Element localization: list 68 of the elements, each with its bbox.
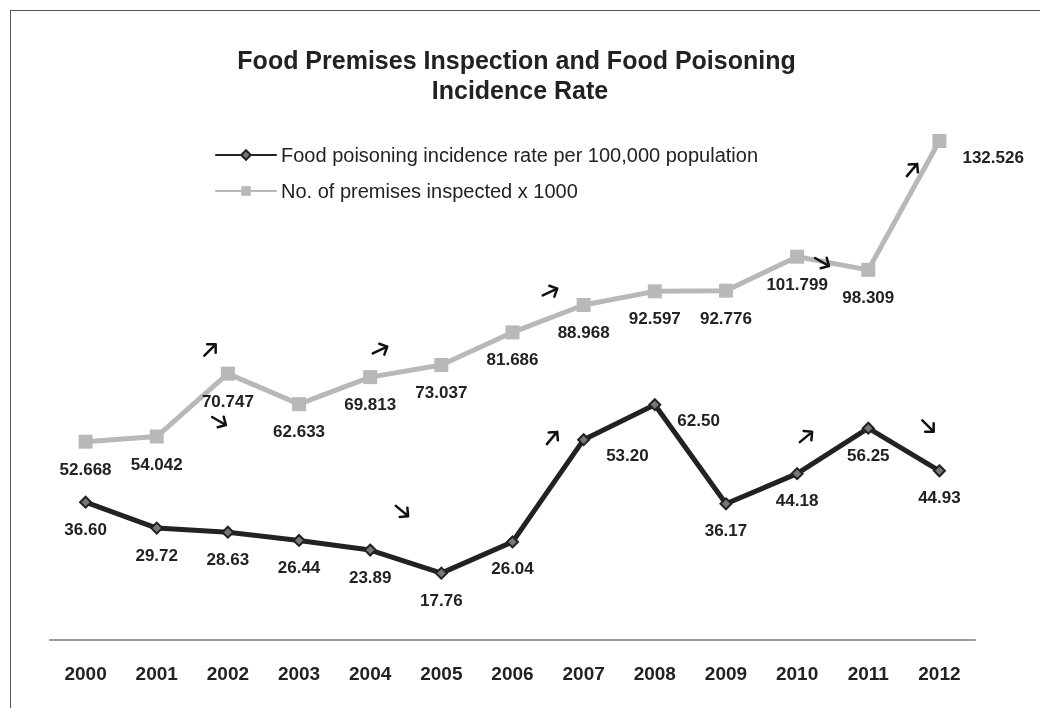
point [79,495,93,509]
data-label: 62.633 [273,422,326,442]
data-label: 36.60 [64,519,107,539]
data-label: 98.309 [842,287,895,307]
data-label: 56.25 [847,445,890,465]
point [150,521,164,535]
data-label: 70.747 [201,391,254,411]
point [434,357,449,372]
data-label: 52.668 [59,459,112,479]
data-label: 29.72 [135,545,178,565]
point [861,262,876,277]
point [506,535,519,549]
data-label: 62.50 [677,411,720,431]
point [221,525,235,539]
point [505,325,520,340]
data-label: 92.597 [628,309,681,329]
point [790,467,804,481]
chart-title: Food Premises Inspection and Food Poisoning Incidence Rate [237,46,803,104]
point [292,397,307,412]
point [932,464,946,478]
x-tick-label: 2008 [633,663,676,684]
data-label: 28.63 [206,549,250,569]
x-tick-label: 2012 [918,663,961,684]
data-label: 44.18 [775,491,819,511]
point [932,134,947,148]
x-tick-label: 2006 [491,663,534,684]
data-label: 17.76 [420,590,463,610]
point [577,433,591,447]
data-label: 132.526 [962,147,1024,167]
x-tick-label: 2009 [704,663,748,684]
x-tick-label: 2007 [562,663,605,684]
data-label: 44.93 [918,488,961,508]
data-label: 26.44 [277,557,321,577]
point [790,249,805,264]
x-tick-label: 2005 [420,663,463,684]
data-label: 26.04 [491,559,535,579]
point [648,398,662,412]
data-label: 53.20 [606,446,649,466]
point [292,533,306,547]
x-tick-label: 2002 [206,663,250,684]
point [434,566,448,580]
point [78,434,93,449]
point [363,370,378,385]
data-label: 69.813 [344,395,397,415]
data-label: 88.968 [557,323,610,343]
point [576,298,591,313]
x-tick-label: 2001 [135,663,179,684]
legend-label: No. of premises inspected x 1000 [281,180,578,202]
data-label: 81.686 [486,350,539,370]
x-tick-label: 2010 [775,663,819,684]
point [719,497,733,511]
data-label: 23.89 [348,567,392,587]
point [647,284,662,299]
data-label: 101.799 [766,274,828,294]
data-label: 92.776 [699,308,752,328]
x-tick-label: 2000 [64,663,107,684]
legend-label: Food poisoning incidence rate per 100,000 population [281,144,759,166]
point [149,429,164,444]
point [220,366,235,381]
x-tick-label: 2004 [349,663,392,684]
point [718,283,733,298]
x-tick-label: 2003 [277,663,321,684]
point [363,543,377,557]
x-tick-label: 2011 [847,663,890,684]
data-label: 73.037 [415,382,468,402]
point [861,421,875,435]
data-label: 54.042 [130,454,183,474]
data-label: 36.17 [704,521,748,541]
